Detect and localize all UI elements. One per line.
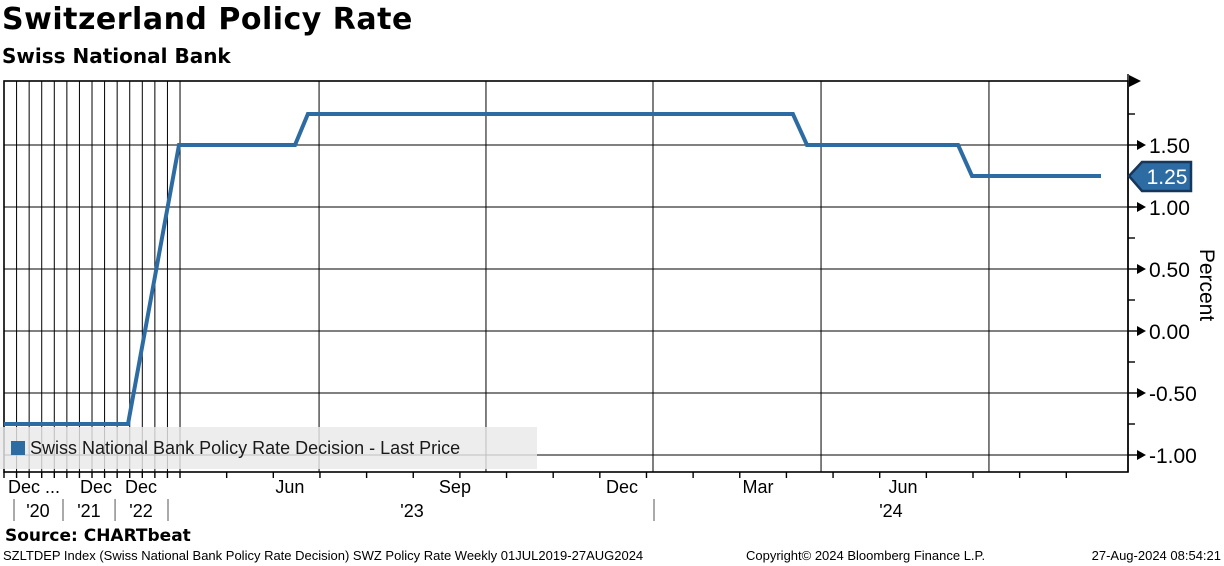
x-year-label: '20 bbox=[26, 501, 49, 521]
y-tick-label: -1.00 bbox=[1149, 445, 1197, 468]
x-year-label: '21 bbox=[77, 501, 100, 521]
footer-ticker-info: SZLTDEP Index (Swiss National Bank Polic… bbox=[3, 548, 644, 563]
x-month-label: Jun bbox=[275, 477, 304, 497]
page-subtitle: Swiss National Bank bbox=[2, 44, 231, 68]
y-axis-title: Percent bbox=[1195, 248, 1218, 322]
y-tick-label: 1.50 bbox=[1149, 135, 1190, 158]
y-tick-label: 0.00 bbox=[1149, 321, 1190, 344]
y-tick-arrow-icon bbox=[1137, 388, 1146, 398]
y-tick-arrow-icon bbox=[1137, 450, 1146, 460]
x-year-label: '24 bbox=[879, 501, 902, 521]
y-tick-label: 1.00 bbox=[1149, 197, 1190, 220]
footer: SZLTDEP Index (Swiss National Bank Polic… bbox=[0, 548, 1224, 564]
series-swatch-icon bbox=[11, 441, 25, 455]
x-year-label: '23 bbox=[400, 501, 423, 521]
policy-rate-line bbox=[4, 112, 1101, 426]
y-tick-arrow-icon bbox=[1137, 202, 1146, 212]
y-tick-label: 0.50 bbox=[1149, 259, 1190, 282]
plot-frame bbox=[3, 80, 1129, 473]
last-price-badge bbox=[1127, 160, 1193, 193]
x-month-label: Jun bbox=[888, 477, 917, 497]
footer-timestamp: 27-Aug-2024 08:54:21 bbox=[1091, 548, 1221, 563]
y-tick-label: -0.50 bbox=[1149, 383, 1197, 406]
last-price-value: 1.25 bbox=[1147, 166, 1188, 189]
x-month-label: Dec ... bbox=[8, 477, 60, 497]
x-month-label: Dec bbox=[125, 477, 157, 497]
axis-top-arrow-icon bbox=[1129, 75, 1141, 87]
series-label: Swiss National Bank Policy Rate Decision… bbox=[30, 437, 461, 458]
source-line: Source: CHARTbeat bbox=[5, 526, 191, 546]
x-month-label: Mar bbox=[742, 477, 773, 497]
x-month-label: Dec bbox=[606, 477, 638, 497]
footer-copyright: Copyright© 2024 Bloomberg Finance L.P. bbox=[746, 548, 986, 563]
page-title: Switzerland Policy Rate bbox=[2, 2, 413, 37]
x-month-label: Sep bbox=[439, 477, 471, 497]
y-tick-arrow-icon bbox=[1137, 264, 1146, 274]
y-tick-arrow-icon bbox=[1137, 326, 1146, 336]
y-tick-arrow-icon bbox=[1137, 140, 1146, 150]
x-year-label: '22 bbox=[129, 501, 152, 521]
legend: Swiss National Bank Policy Rate Decision… bbox=[0, 427, 537, 469]
x-month-label: Dec bbox=[80, 477, 112, 497]
